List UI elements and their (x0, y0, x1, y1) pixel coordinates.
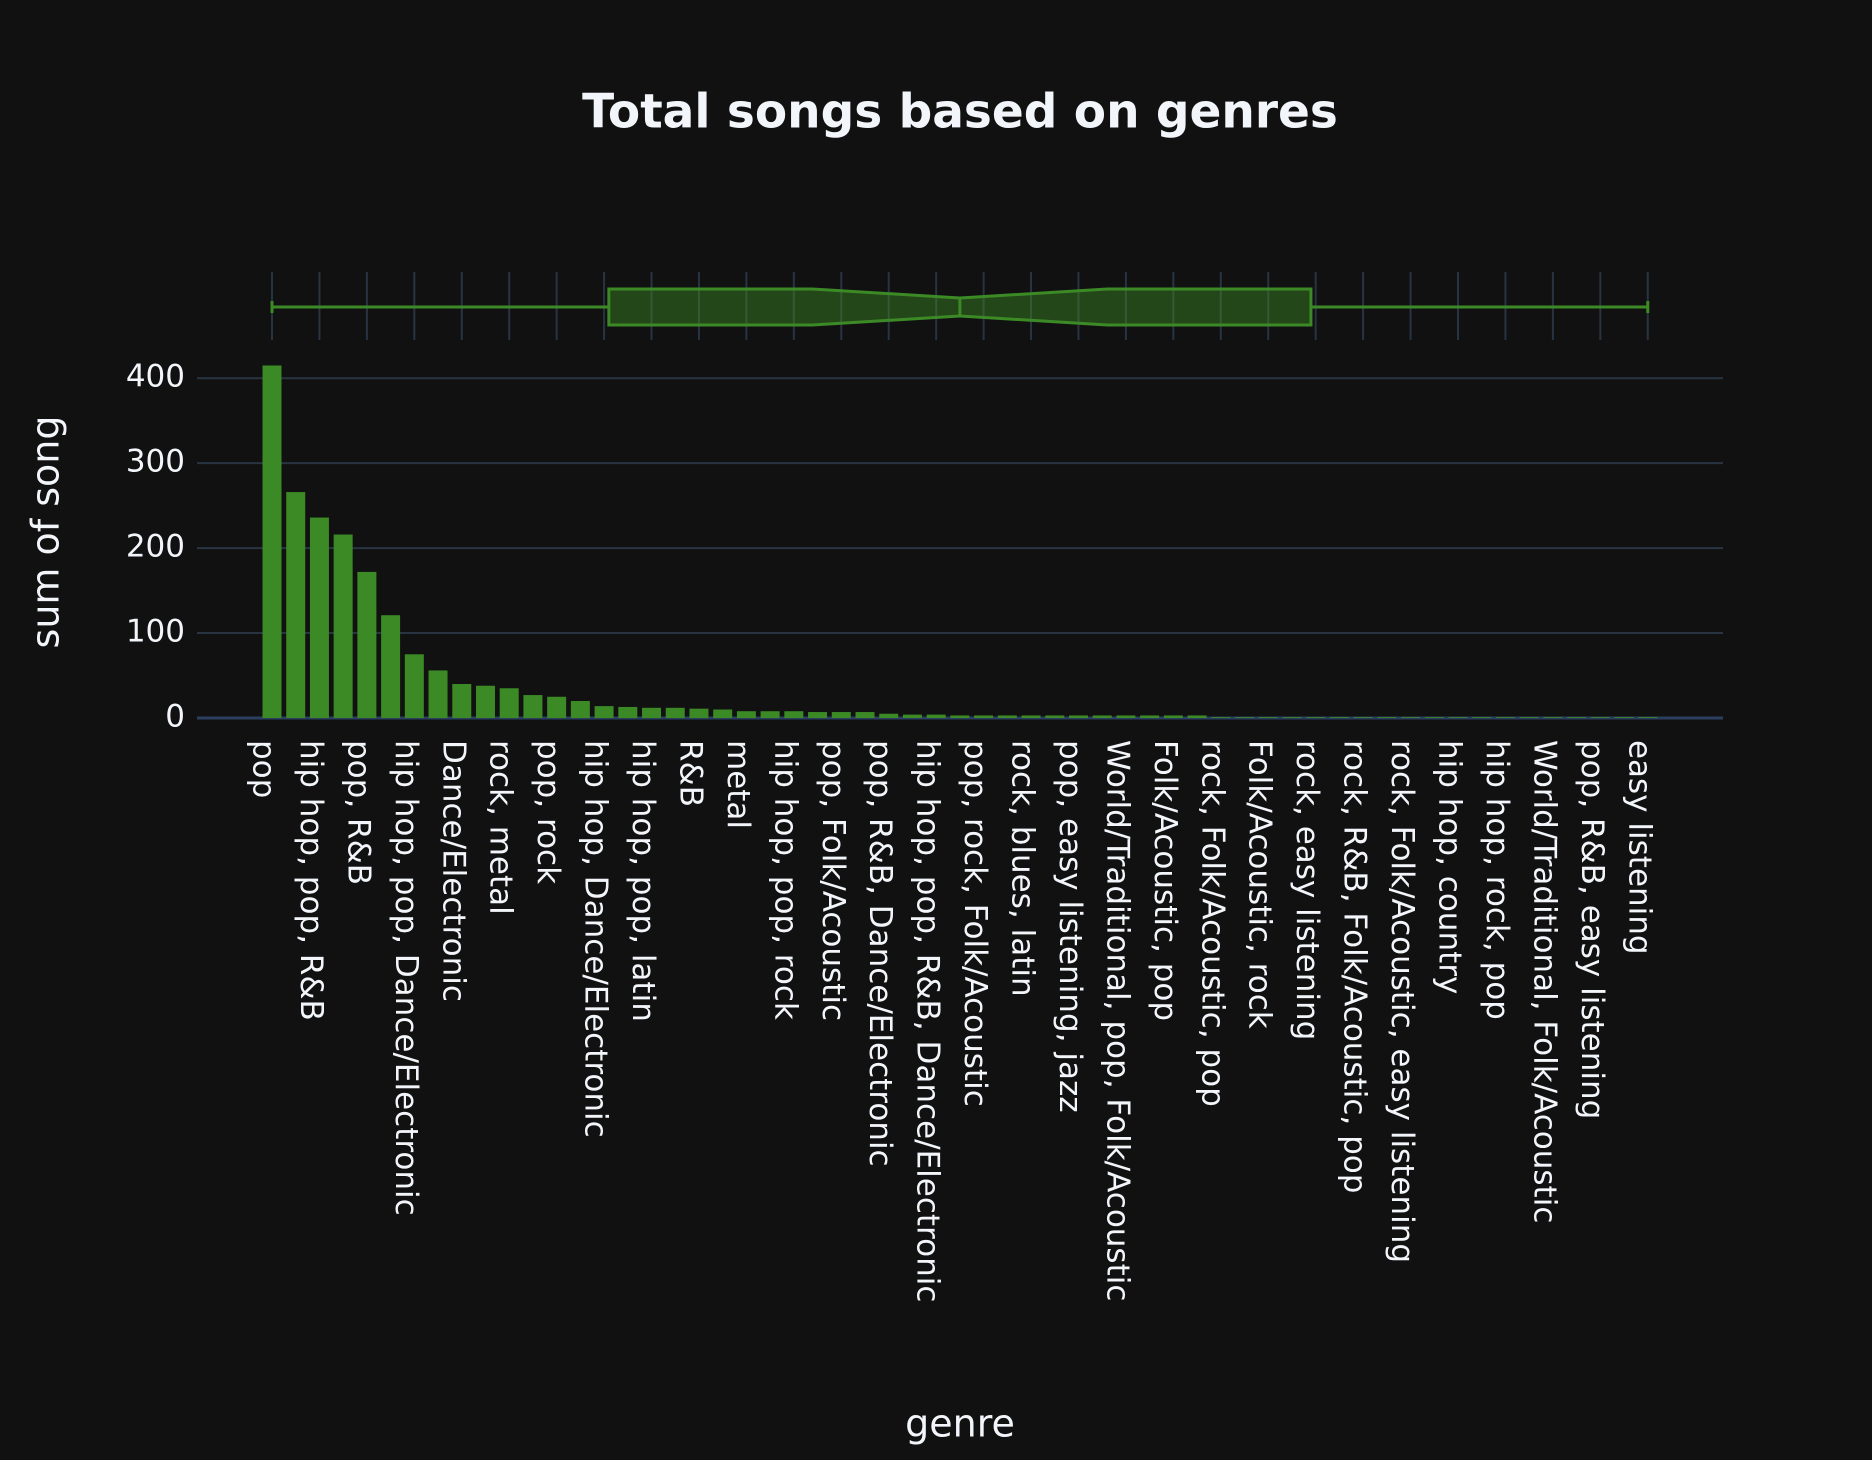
bar (618, 706, 638, 718)
x-tick-label: rock, R&B, Folk/Acoustic, pop (1337, 740, 1373, 1193)
x-tick-label: Folk/Acoustic, pop (1147, 740, 1183, 1021)
x-tick-label: pop, rock, Folk/Acoustic (957, 740, 993, 1107)
bar (997, 715, 1017, 718)
x-tick-label: hip hop, pop, latin (625, 740, 661, 1022)
x-tick-label: pop, rock (530, 740, 566, 884)
bar (262, 365, 282, 718)
bar (1377, 717, 1397, 718)
bar (642, 707, 662, 718)
bar (1021, 715, 1041, 718)
bar (1401, 717, 1421, 718)
bar (665, 707, 685, 718)
bar (902, 714, 922, 718)
x-tick-label: hip hop, pop, rock (767, 740, 803, 1020)
bar (879, 713, 899, 718)
x-tick-label: World/Traditional, pop, Folk/Acoustic (1099, 740, 1135, 1301)
bar (381, 615, 401, 718)
x-tick-label: hip hop, pop, Dance/Electronic (388, 740, 424, 1216)
bar (404, 654, 424, 718)
bar (523, 695, 543, 718)
bar (926, 714, 946, 718)
chart-title: Total songs based on genres (582, 85, 1338, 140)
bar (1045, 715, 1065, 718)
y-axis-title: sum of song (24, 416, 68, 649)
x-tick-label: Dance/Electronic (435, 740, 471, 1002)
bar (1116, 715, 1136, 718)
x-tick-label: pop, Folk/Acoustic (815, 740, 851, 1021)
bar (855, 712, 875, 718)
bar (1567, 717, 1587, 718)
x-tick-label: rock, blues, latin (1005, 740, 1041, 997)
bar (1638, 717, 1658, 718)
bar (499, 688, 519, 718)
bar (594, 706, 614, 718)
x-tick-label: easy listening (1621, 740, 1657, 955)
bar (1353, 717, 1373, 718)
y-tick-label: 300 (126, 444, 185, 480)
bar (784, 711, 804, 718)
bar (1068, 715, 1088, 718)
bar (1543, 717, 1563, 718)
y-tick-label: 400 (126, 359, 185, 395)
bar (736, 711, 756, 718)
bar (1163, 715, 1183, 718)
bar (1424, 717, 1444, 718)
bar (1614, 717, 1634, 718)
bar (1590, 717, 1610, 718)
bar (1519, 717, 1539, 718)
x-tick-label: hip hop, pop, R&B (293, 740, 329, 1021)
x-tick-label: Folk/Acoustic, rock (1242, 740, 1278, 1029)
bar (1495, 717, 1515, 718)
x-tick-label: World/Traditional, Folk/Acoustic (1526, 740, 1562, 1223)
x-tick-label: hip hop, pop, R&B, Dance/Electronic (910, 740, 946, 1302)
bar (1282, 717, 1302, 718)
x-tick-label: hip hop, rock, pop (1479, 740, 1515, 1020)
bar (1092, 715, 1112, 718)
bar (1235, 717, 1255, 718)
bar (1258, 717, 1278, 718)
bar (333, 534, 353, 718)
bar (1187, 715, 1207, 718)
x-tick-label: hip hop, country (1432, 740, 1468, 994)
bar (1306, 717, 1326, 718)
bar (547, 696, 567, 718)
bar (950, 715, 970, 718)
x-axis-title: genre (905, 1402, 1015, 1446)
bar (1211, 717, 1231, 718)
x-tick-label: R&B (672, 740, 708, 807)
x-tick-label: rock, metal (483, 740, 519, 915)
x-tick-label: rock, easy listening (1289, 740, 1325, 1040)
bar (808, 712, 828, 718)
bar (831, 712, 851, 718)
x-tick-label: hip hop, Dance/Electronic (578, 740, 614, 1138)
x-tick-label: pop, R&B, easy listening (1574, 740, 1610, 1119)
x-tick-label: rock, Folk/Acoustic, pop (1194, 740, 1230, 1107)
bar (713, 709, 733, 718)
bar (452, 684, 472, 718)
y-tick-label: 0 (165, 699, 185, 735)
bar (1472, 717, 1492, 718)
bar (689, 708, 709, 718)
x-tick-label: pop (246, 740, 282, 798)
x-tick-label: rock, Folk/Acoustic, easy listening (1384, 740, 1420, 1263)
bar (570, 701, 590, 718)
x-tick-label: pop, R&B (340, 740, 376, 885)
bar (1140, 715, 1160, 718)
y-tick-label: 200 (126, 529, 185, 565)
x-tick-label: pop, easy listening, jazz (1052, 740, 1088, 1113)
bar (1329, 717, 1349, 718)
bar (1448, 717, 1468, 718)
bar (309, 517, 329, 718)
bar (428, 670, 448, 718)
bar (357, 571, 377, 718)
bar (974, 715, 994, 718)
bar (760, 711, 780, 718)
bar (475, 685, 495, 718)
y-tick-label: 100 (126, 614, 185, 650)
x-tick-label: metal (720, 740, 756, 829)
bar (286, 492, 306, 718)
x-tick-label: pop, R&B, Dance/Electronic (862, 740, 898, 1167)
